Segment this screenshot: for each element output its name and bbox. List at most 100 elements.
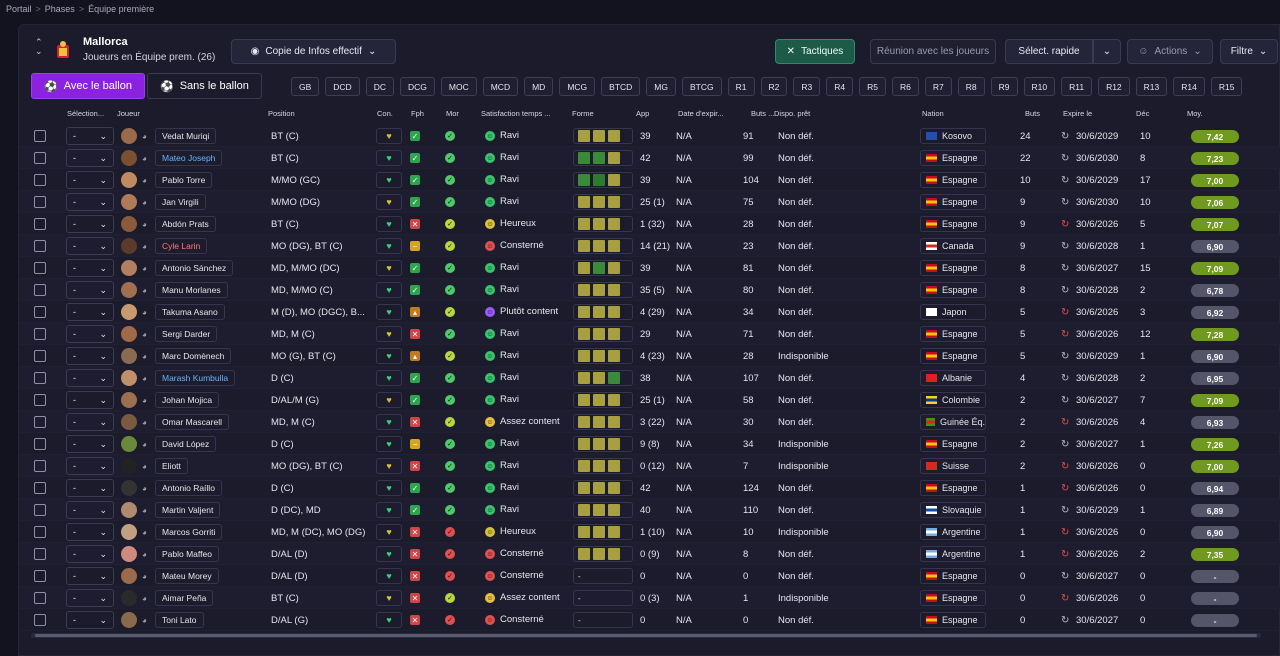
row-checkbox[interactable]: [34, 152, 46, 164]
player-name[interactable]: Abdón Prats: [155, 216, 216, 232]
selection-dropdown[interactable]: - ⌄: [66, 369, 114, 387]
player-name[interactable]: Mateu Morey: [155, 568, 219, 584]
table-row[interactable]: - ⌄ ◕ Mateo Joseph BT (C) ♥ ✓ ✓ ☺ Ravi 42…: [19, 147, 1280, 169]
position-chip[interactable]: R11: [1061, 77, 1093, 96]
actions-button[interactable]: ☺ Actions ⌄: [1127, 39, 1213, 64]
selection-dropdown[interactable]: - ⌄: [66, 589, 114, 607]
selection-dropdown[interactable]: - ⌄: [66, 303, 114, 321]
nation-badge[interactable]: Espagne: [920, 590, 986, 606]
selection-dropdown[interactable]: - ⌄: [66, 545, 114, 563]
col-expiry-date[interactable]: Date d'expir...: [678, 109, 724, 118]
col-loan[interactable]: Dispo. prêt: [774, 109, 811, 118]
nation-badge[interactable]: Espagne: [920, 194, 986, 210]
nation-badge[interactable]: Colombie: [920, 392, 986, 408]
col-apps[interactable]: App: [636, 109, 650, 118]
row-checkbox[interactable]: [34, 614, 46, 626]
row-checkbox[interactable]: [34, 416, 46, 428]
position-chip[interactable]: R12: [1098, 77, 1130, 96]
nation-badge[interactable]: Canada: [920, 238, 986, 254]
nation-badge[interactable]: Espagne: [920, 436, 986, 452]
player-name[interactable]: David López: [155, 436, 217, 452]
col-satisfaction[interactable]: Satisfaction temps ...: [481, 109, 551, 118]
table-row[interactable]: - ⌄ ◕ Abdón Prats BT (C) ♥ ✕ ✓ ☺ Heureux …: [19, 213, 1280, 235]
position-chip[interactable]: MG: [646, 77, 676, 96]
selection-dropdown[interactable]: - ⌄: [66, 237, 114, 255]
col-player[interactable]: Joueur: [117, 109, 140, 118]
player-name[interactable]: Cyle Larin: [155, 238, 208, 254]
table-row[interactable]: - ⌄ ◕ Mateu Morey D/AL (D) ♥ ✕ ✓ ☺ Conste…: [19, 565, 1280, 587]
player-name[interactable]: Sergi Darder: [155, 326, 218, 342]
nation-badge[interactable]: Guinée Éq.: [920, 414, 986, 430]
selection-dropdown[interactable]: - ⌄: [66, 611, 114, 629]
col-form[interactable]: Forme: [572, 109, 594, 118]
col-dec[interactable]: Déc: [1136, 109, 1150, 118]
selection-dropdown[interactable]: - ⌄: [66, 479, 114, 497]
position-chip[interactable]: R8: [957, 77, 985, 96]
nation-badge[interactable]: Espagne: [920, 172, 986, 188]
nation-badge[interactable]: Espagne: [920, 348, 986, 364]
team-meeting-button[interactable]: Réunion avec les joueurs: [870, 39, 996, 64]
player-name[interactable]: Marcos Gorriti: [155, 524, 223, 540]
position-chip[interactable]: R15: [1210, 77, 1243, 96]
row-checkbox[interactable]: [34, 196, 46, 208]
tab-with-ball[interactable]: ⚽ Avec le ballon: [31, 73, 145, 99]
col-goals[interactable]: Buts: [1025, 109, 1041, 118]
nation-badge[interactable]: Espagne: [920, 612, 986, 628]
position-chip[interactable]: MD: [524, 77, 554, 96]
selection-dropdown[interactable]: - ⌄: [66, 501, 114, 519]
selection-dropdown[interactable]: - ⌄: [66, 215, 114, 233]
position-chip[interactable]: R5: [859, 77, 886, 96]
row-checkbox[interactable]: [34, 328, 46, 340]
player-name[interactable]: Aimar Peña: [155, 590, 214, 606]
table-row[interactable]: - ⌄ ◕ Omar Mascarell MD, M (C) ♥ ✕ ✓ ☺ As…: [19, 411, 1280, 433]
player-name[interactable]: Johan Mojica: [155, 392, 220, 408]
quick-select-dropdown[interactable]: ⌄: [1093, 39, 1121, 64]
selection-dropdown[interactable]: - ⌄: [66, 193, 114, 211]
player-name[interactable]: Antonio Sánchez: [155, 260, 234, 276]
player-name[interactable]: Takuma Asano: [155, 304, 225, 320]
player-name[interactable]: Pablo Maffeo: [155, 546, 219, 562]
table-row[interactable]: - ⌄ ◕ Sergi Darder MD, M (C) ♥ ✕ ✓ ☺ Ravi…: [19, 323, 1280, 345]
tab-without-ball[interactable]: ⚽ Sans le ballon: [147, 73, 262, 99]
nation-badge[interactable]: Espagne: [920, 282, 986, 298]
player-name[interactable]: Marc Domènech: [155, 348, 232, 364]
position-chip[interactable]: R9: [990, 77, 1018, 96]
selection-dropdown[interactable]: - ⌄: [66, 259, 114, 277]
col-goals-short[interactable]: Buts ...: [751, 109, 775, 118]
row-checkbox[interactable]: [34, 504, 46, 516]
nation-badge[interactable]: Espagne: [920, 260, 986, 276]
row-checkbox[interactable]: [34, 548, 46, 560]
selection-dropdown[interactable]: - ⌄: [66, 523, 114, 541]
row-checkbox[interactable]: [34, 240, 46, 252]
selection-dropdown[interactable]: - ⌄: [66, 171, 114, 189]
selection-dropdown[interactable]: - ⌄: [66, 347, 114, 365]
position-chip[interactable]: R6: [892, 77, 919, 96]
player-name[interactable]: Omar Mascarell: [155, 414, 229, 430]
table-row[interactable]: - ⌄ ◕ Johan Mojica D/AL/M (G) ♥ ✓ ✓ ☺ Rav…: [19, 389, 1280, 411]
nation-badge[interactable]: Suisse: [920, 458, 986, 474]
position-chip[interactable]: R13: [1135, 77, 1168, 96]
position-chip[interactable]: R3: [793, 77, 821, 96]
row-checkbox[interactable]: [34, 284, 46, 296]
player-name[interactable]: Manu Morlanes: [155, 282, 228, 298]
table-row[interactable]: - ⌄ ◕ Martin Valjent D (DC), MD ♥ ✓ ✓ ☺ R…: [19, 499, 1280, 521]
nation-badge[interactable]: Albanie: [920, 370, 986, 386]
table-row[interactable]: - ⌄ ◕ Aimar Peña BT (C) ♥ ✕ ✓ ☺ Assez con…: [19, 587, 1280, 609]
player-name[interactable]: Pablo Torre: [155, 172, 213, 188]
position-chip[interactable]: R2: [760, 77, 788, 96]
nation-badge[interactable]: Slovaquie: [920, 502, 986, 518]
row-checkbox[interactable]: [34, 592, 46, 604]
position-chip[interactable]: R14: [1173, 77, 1205, 96]
table-row[interactable]: - ⌄ ◕ Marcos Gorriti MD, M (DC), MO (DG) …: [19, 521, 1280, 543]
col-selection[interactable]: Sélection...: [67, 109, 105, 118]
table-row[interactable]: - ⌄ ◕ Takuma Asano M (D), MO (DGC), B... …: [19, 301, 1280, 323]
nation-badge[interactable]: Espagne: [920, 326, 986, 342]
position-chip[interactable]: R1: [727, 77, 755, 96]
row-checkbox[interactable]: [34, 570, 46, 582]
selection-dropdown[interactable]: - ⌄: [66, 149, 114, 167]
col-expires[interactable]: Expire le: [1063, 109, 1093, 118]
table-row[interactable]: - ⌄ ◕ David López D (C) ♥ − ✓ ☺ Ravi 9 (8…: [19, 433, 1280, 455]
table-row[interactable]: - ⌄ ◕ Vedat Muriqi BT (C) ♥ ✓ ✓ ☺ Ravi 39…: [19, 125, 1280, 147]
position-chip[interactable]: DC: [365, 77, 394, 96]
selection-dropdown[interactable]: - ⌄: [66, 391, 114, 409]
